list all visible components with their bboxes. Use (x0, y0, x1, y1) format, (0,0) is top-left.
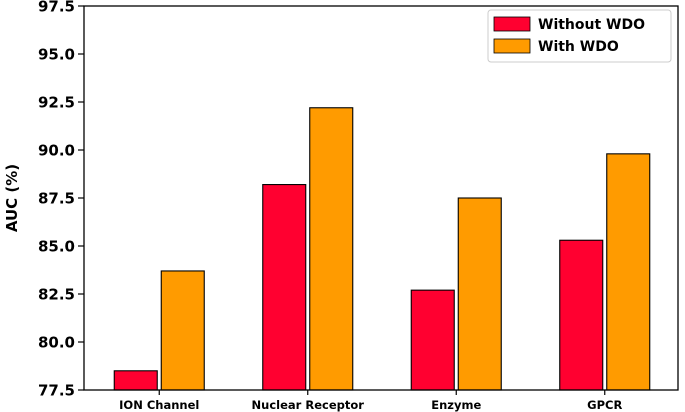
y-tick-label: 77.5 (38, 382, 75, 400)
y-tick-label: 85.0 (38, 238, 75, 256)
bar-with-wdo (606, 153, 651, 391)
y-tick-label: 92.5 (38, 94, 75, 112)
bar-with-wdo (160, 270, 205, 391)
bar-without-wdo (113, 370, 158, 391)
legend-label-with-wdo: With WDO (538, 39, 619, 55)
y-tick-label: 80.0 (38, 334, 75, 352)
legend: Without WDO With WDO (487, 9, 672, 63)
x-tick-label: ION Channel (119, 398, 199, 412)
legend-swatch-with-wdo (493, 38, 531, 54)
y-tick-label: 90.0 (38, 142, 75, 160)
bar-without-wdo (410, 289, 455, 391)
x-tick-label: Nuclear Receptor (252, 398, 365, 412)
legend-label-without-wdo: Without WDO (538, 17, 645, 33)
y-tick-label: 82.5 (38, 286, 75, 304)
bar-with-wdo (309, 107, 354, 391)
bar-without-wdo (262, 184, 307, 391)
y-tick-label: 95.0 (38, 46, 75, 64)
bars-group (113, 107, 651, 391)
y-tick-label: 87.5 (38, 190, 75, 208)
bar-without-wdo (559, 239, 604, 391)
bar-with-wdo (457, 197, 502, 391)
y-axis-label: AUC (%) (3, 164, 21, 232)
legend-swatch-without-wdo (493, 16, 531, 32)
x-tick-label: Enzyme (431, 398, 481, 412)
y-axis: 77.5 80.0 82.5 85.0 87.5 90.0 92.5 95.0 97.5 (38, 0, 84, 400)
x-axis: ION Channel Nuclear Receptor Enzyme GPCR (119, 390, 622, 412)
y-tick-label: 97.5 (38, 0, 75, 16)
x-tick-label: GPCR (587, 398, 622, 412)
legend-box (487, 9, 672, 63)
